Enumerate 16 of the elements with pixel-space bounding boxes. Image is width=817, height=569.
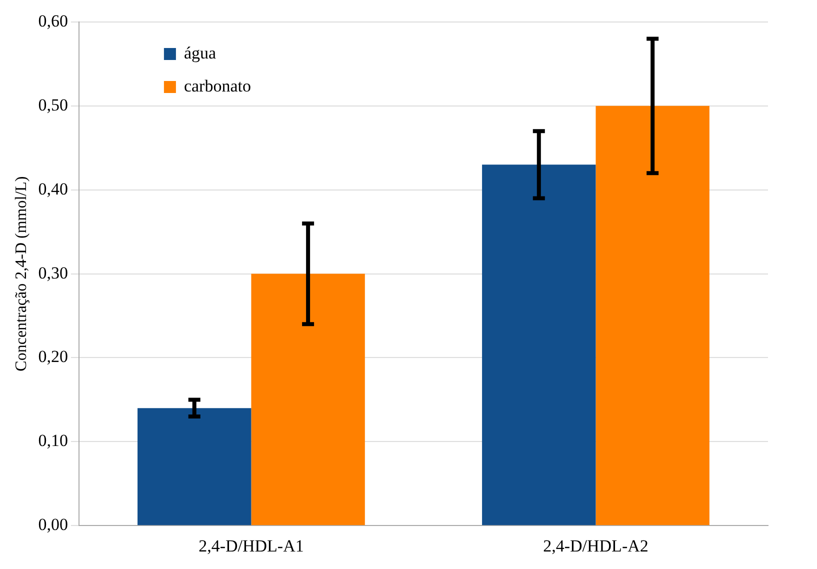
y-tick-label: 0,10 [38,431,68,450]
legend-label: água [184,43,216,62]
bar [138,408,252,526]
bar [596,106,710,526]
y-tick-label: 0,30 [38,263,68,282]
bar [251,274,365,526]
y-tick-label: 0,20 [38,347,68,366]
x-tick-label: 2,4-D/HDL-A2 [543,536,648,556]
x-tick-label: 2,4-D/HDL-A1 [198,536,304,556]
y-tick-label: 0,40 [38,179,68,198]
y-axis-title: Concentração 2,4-D (mmol/L) [12,176,30,372]
y-tick-label: 0,60 [38,11,68,30]
bar [482,164,596,526]
y-tick-label: 0,50 [38,95,68,114]
legend-label: carbonato [184,76,251,96]
y-tick-label: 0,00 [38,515,68,534]
